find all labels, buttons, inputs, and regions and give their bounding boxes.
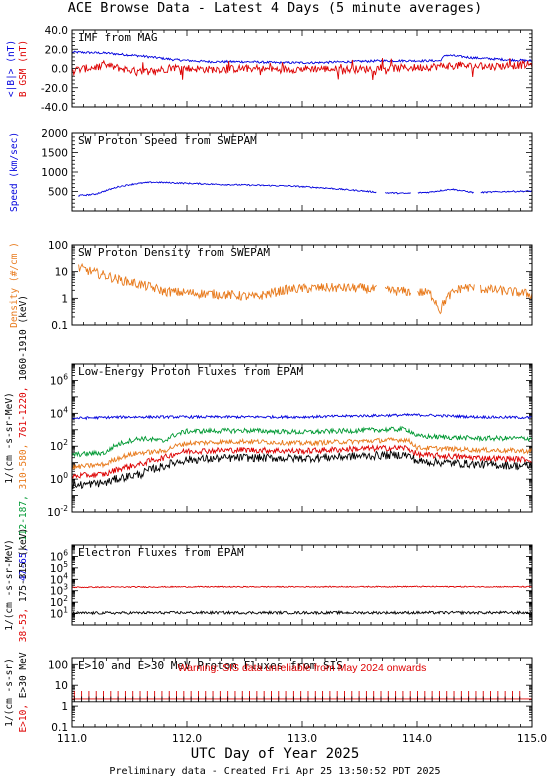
y-tick-label: 100 (50, 471, 68, 486)
y-tick-label: 1 (61, 701, 68, 713)
y-tick-label: 100 (48, 240, 68, 252)
panel-frame (71, 544, 533, 626)
y-tick-label: 40.0 (45, 25, 68, 37)
x-tick-label: 114.0 (402, 733, 432, 745)
series-line (71, 58, 533, 81)
y-tick-label: 100 (48, 659, 68, 671)
panel-4: Low-Energy Proton Fluxes from EPAM 106 104… (4, 295, 533, 581)
x-tick-label: 111.0 (57, 733, 87, 745)
y-tick-label: 101 (50, 606, 68, 621)
panel-3: SW Proton Density from SWEPAM 100 10 1 0.1 De… (9, 240, 533, 332)
y-axis-label: Density (#/cm ) (9, 242, 20, 328)
y-tick-label: 10 (55, 267, 68, 279)
y-tick-label: 104 (50, 571, 68, 586)
x-axis-title: UTC Day of Year 2025 (190, 746, 360, 762)
series-1060-1910 (71, 450, 533, 490)
y-tick-label: 105 (50, 560, 68, 575)
panel-frame (71, 132, 533, 212)
panel-frame (71, 29, 533, 108)
y-tick-label: 1 (61, 293, 68, 305)
sis-warning: Warning: SIS data unreliable from May 20… (178, 662, 427, 674)
footer-note: Preliminary data - Created Fri Apr 25 13… (109, 766, 441, 777)
panel-6: E>10 and E>30 MeV Proton Fluxes from SIS… (4, 652, 547, 745)
panel-1: IMF from MAG 40.0 20.0 0.0 -20.0 -40.0 <|B|> (… (6, 25, 533, 114)
y-tick-label: 2000 (41, 128, 68, 140)
panel-title: Electron Fluxes from EPAM (78, 546, 244, 559)
y-axis-label-channels: 38-53, 175-315 (keV) (18, 528, 29, 642)
series-38-53 (71, 585, 533, 589)
panel-title: SW Proton Density from SWEPAM (78, 246, 270, 259)
x-tick-label: 115.0 (517, 733, 547, 745)
y-tick-label: 10 (55, 680, 68, 692)
y-tick-label: 10-2 (47, 504, 68, 519)
y-tick-label: -40.0 (41, 102, 68, 114)
y-axis-label: 1/(cm -s-sr-MeV) (4, 539, 15, 631)
series-310-580 (71, 437, 533, 470)
panel-frame (71, 244, 533, 326)
y-axis-label: <|B|> (nT) (6, 40, 17, 97)
y-tick-label: 500 (48, 187, 68, 199)
page-title: ACE Browse Data - Latest 4 Days (5 minut… (67, 0, 483, 16)
y-tick-label: 0.1 (51, 722, 68, 734)
y-tick-label: 1000 (41, 167, 68, 179)
y-tick-label: 1500 (41, 148, 68, 160)
panel-title: IMF from MAG (78, 31, 157, 44)
y-axis-label: Speed (km/sec) (9, 132, 20, 212)
y-axis-label-channels: 47-65, 112-187, 310-580, 761-1220, 1060-… (18, 295, 29, 581)
y-tick-label: 0.0 (51, 64, 68, 76)
series-112-187 (71, 425, 533, 458)
series-175-315 (71, 610, 533, 616)
series-47-65 (71, 412, 533, 421)
series-line (78, 262, 533, 315)
y-tick-label: 106 (50, 548, 68, 563)
y-tick-label: 103 (50, 583, 68, 598)
y-axis-label: 1/(cm -s-sr-MeV) (4, 392, 15, 484)
y-axis-label-bz: B GSM (nT) (18, 40, 29, 97)
panel-5: Electron Fluxes from EPAM 106105104103102… (4, 528, 533, 642)
panel-title: Low-Energy Proton Fluxes from EPAM (78, 365, 304, 378)
series-761-1220 (71, 444, 533, 479)
panel-title: SW Proton Speed from SWEPAM (78, 134, 257, 147)
y-tick-label: 106 (50, 372, 68, 387)
panel-frame (71, 363, 533, 513)
y-tick-label: 20.0 (45, 44, 68, 56)
y-tick-label: 0.1 (51, 320, 68, 332)
panel-frame (71, 657, 533, 728)
x-tick-label: 112.0 (172, 733, 202, 745)
y-tick-label: 102 (50, 594, 68, 609)
x-tick-label: 113.0 (287, 733, 317, 745)
panel-2: SW Proton Speed from SWEPAM 2000 1500 1000 5… (9, 128, 533, 212)
y-tick-label: 102 (50, 438, 68, 453)
series-line (71, 50, 533, 65)
y-axis-label: 1/(cm -s-sr) (4, 658, 15, 727)
series-line (78, 181, 533, 197)
y-tick-label: -20.0 (41, 83, 68, 95)
panel-title: E>10 and E>30 MeV Proton Fluxes from SIS (78, 659, 343, 672)
y-tick-label: 104 (50, 405, 68, 420)
y-axis-label-channels: E>10, E>30 MeV (18, 652, 29, 732)
